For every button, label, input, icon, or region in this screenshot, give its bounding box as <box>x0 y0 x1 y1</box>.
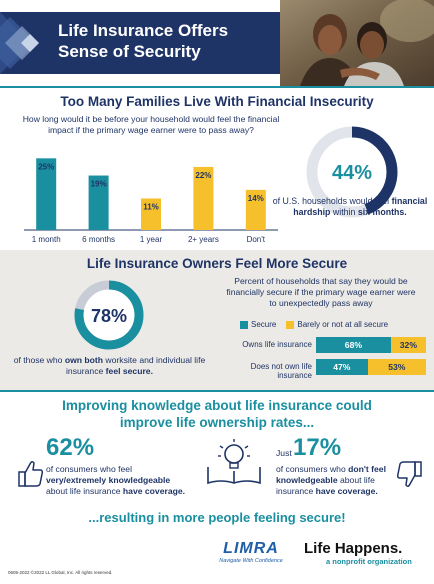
donut-44: 44% <box>306 126 398 218</box>
section2-description: Percent of households that say they woul… <box>226 276 416 308</box>
header: Life Insurance Offers Sense of Security <box>0 0 434 86</box>
donut-78-label: 78% <box>91 306 127 326</box>
thumbs-up-icon <box>18 460 44 487</box>
bar-chart: 25% 1 month 19% 6 months 11% 1 year 22% 2+ year… <box>24 158 278 244</box>
hbar-row-owns: Owns life insurance 68% 32% <box>214 337 428 353</box>
donut-78-caption: of those who own both worksite and indiv… <box>13 355 206 376</box>
x-tick-label: 6 months <box>82 235 115 244</box>
legend-secure: Secure <box>240 320 276 329</box>
diamond-pattern-icon <box>0 12 39 74</box>
limra-logo: LIMRA Navigate With Confidence <box>219 540 283 564</box>
hbar-track: 68% 32% <box>316 337 426 353</box>
copyright-note: 0605-2022 ©2022 LL Global, Inc. All righ… <box>8 570 113 575</box>
hbar-secure-segment: 68% <box>316 337 391 353</box>
stat-17-text: of consumers who don't feel knowledgeabl… <box>276 464 386 496</box>
legend: Secure Barely or not at all secure <box>240 320 420 329</box>
section1-question: How long would it be before your househo… <box>22 114 280 135</box>
section1-title: Too Many Families Live With Financial In… <box>60 94 374 109</box>
hbar-track: 47% 53% <box>316 359 426 375</box>
x-tick-label: 1 month <box>32 235 61 244</box>
section3-title: Improving knowledge about life insurance… <box>62 398 372 430</box>
swatch-yellow <box>286 320 295 329</box>
section2-title: Life Insurance Owners Feel More Secure <box>86 256 348 271</box>
thumbs-down-icon <box>396 461 422 488</box>
bar-value-label: 22% <box>195 171 211 180</box>
title-band <box>0 12 280 74</box>
page-title: Life Insurance Offers Sense of Security <box>58 21 229 61</box>
hbar-label: Does not own life insurance <box>250 362 312 380</box>
section3-footer: ...resulting in more people feeling secu… <box>88 510 346 525</box>
life-happens-logo: Life Happens. a nonprofit organization <box>304 540 412 566</box>
legend-not-secure: Barely or not at all secure <box>286 320 388 329</box>
stat-17: 17% <box>293 434 342 461</box>
donut-44-arc <box>306 126 398 218</box>
just-label: Just <box>276 448 292 458</box>
donut-78: 78% <box>74 280 144 350</box>
lightbulb-book-icon <box>207 439 261 485</box>
hbar-not-secure-segment: 53% <box>367 359 426 375</box>
donut-78-arc <box>74 280 144 350</box>
bar-value-label: 19% <box>91 180 107 189</box>
bar-3 <box>193 166 214 230</box>
hbar-row-not-owns: Does not own life insurance 47% 53% <box>214 359 428 380</box>
swatch-teal <box>240 320 248 329</box>
family-photo <box>280 0 434 86</box>
x-tick-label: Don't <box>247 235 266 244</box>
bar-value-label: 14% <box>248 194 264 203</box>
x-tick-label: 2+ years <box>188 235 219 244</box>
bar-value-label: 11% <box>143 202 159 211</box>
donut-44-label: 44% <box>332 162 372 184</box>
stat-62: 62% <box>46 434 95 461</box>
donut-44-caption: of U.S. households would feel financial … <box>272 196 428 217</box>
bar-2 <box>141 198 161 230</box>
hbar-secure-segment: 47% <box>316 359 368 375</box>
stat-62-text: of consumers who feel very/extremely kno… <box>46 464 186 496</box>
bar-1 <box>88 175 109 230</box>
x-tick-label: 1 year <box>140 235 163 244</box>
hbar-label: Owns life insurance <box>242 340 312 349</box>
divider <box>0 86 434 88</box>
divider <box>0 390 434 392</box>
bar-0 <box>36 158 57 230</box>
bar-4 <box>245 189 266 230</box>
bar-value-label: 25% <box>38 162 54 171</box>
hbar-not-secure-segment: 32% <box>390 337 426 353</box>
